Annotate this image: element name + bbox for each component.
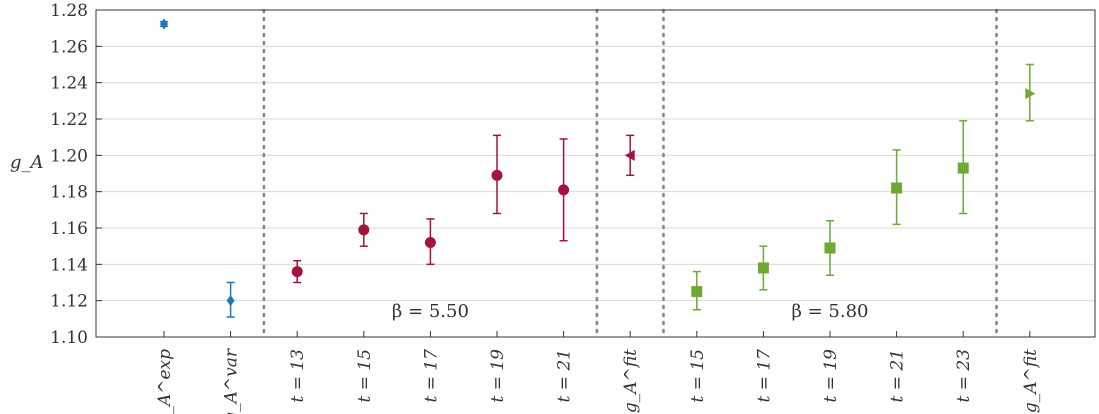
data-point [624, 149, 635, 161]
data-point [1025, 88, 1036, 100]
data-point [691, 286, 703, 298]
x-tick-label: t = 19 [821, 349, 841, 403]
x-tick-label: t = 19 [488, 349, 508, 403]
x-tick-label: g_A^exp [155, 349, 175, 414]
data-point [160, 18, 168, 30]
data-point [424, 237, 436, 249]
annotation-label: β = 5.80 [791, 301, 868, 322]
x-tick-label: t = 13 [288, 349, 308, 403]
plot-frame [95, 9, 1096, 338]
x-tick-label: g_A^var [222, 348, 242, 414]
y-tick-label: 1.20 [50, 146, 88, 166]
y-axis-label: g_A [10, 152, 44, 173]
x-tick-label: t = 15 [688, 349, 708, 403]
data-point [757, 262, 769, 274]
x-tick-label: g_A^fit [1021, 349, 1041, 413]
x-tick-label: t = 17 [421, 349, 441, 403]
annotation-label: β = 5.50 [392, 301, 469, 322]
y-tick-label: 1.24 [50, 74, 88, 94]
x-tick-label: g_A^fit [621, 349, 641, 413]
x-tick-label: t = 23 [954, 349, 974, 403]
y-tick-label: 1.28 [50, 1, 88, 21]
y-axis: 1.10 1.12 1.14 1.16 1.18 1.20 1.22 1.24 1.26 1.28 [50, 1, 102, 348]
y-tick-label: 1.26 [50, 37, 88, 57]
data-point [491, 169, 503, 181]
x-tick-label: t = 21 [888, 349, 908, 403]
data-point [891, 182, 903, 194]
y-tick-label: 1.10 [50, 328, 88, 348]
data-point [358, 224, 370, 236]
x-tick-label: t = 15 [355, 349, 375, 403]
y-tick-label: 1.12 [50, 292, 88, 312]
annotations: β = 5.50 β = 5.80 [392, 301, 869, 322]
separators [262, 8, 998, 339]
data-point [291, 266, 303, 278]
y-tick-label: 1.18 [50, 183, 88, 203]
markers [160, 18, 1036, 307]
x-axis: g_A^exp g_A^var t = 13 t = 15 t = 17 t = 19 t … [155, 331, 1041, 414]
y-tick-label: 1.22 [50, 110, 88, 130]
data-point [824, 242, 836, 254]
y-tick-label: 1.16 [50, 219, 88, 239]
x-tick-label: t = 21 [555, 349, 575, 403]
y-tick-label: 1.14 [50, 255, 88, 275]
x-tick-label: t = 17 [754, 349, 774, 403]
data-point [226, 295, 235, 307]
data-point [957, 162, 969, 174]
data-point [558, 184, 570, 196]
grid [96, 9, 1095, 338]
